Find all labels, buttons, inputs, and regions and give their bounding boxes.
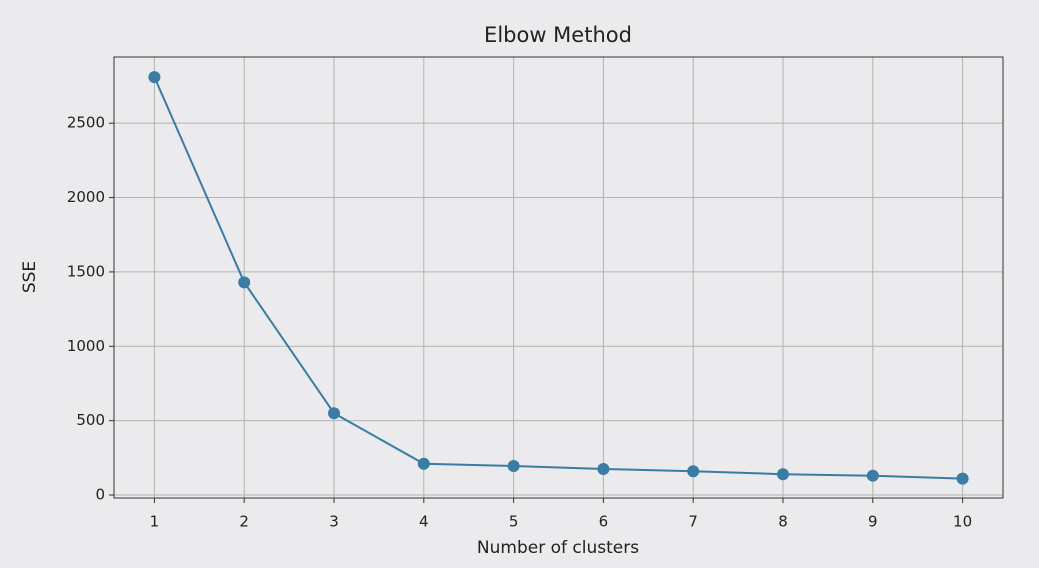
chart-title: Elbow Method — [484, 23, 632, 47]
y-tick-label: 500 — [76, 411, 105, 429]
x-tick-label: 2 — [239, 513, 249, 531]
y-tick-label: 2500 — [67, 114, 105, 132]
data-point — [776, 468, 789, 481]
y-tick-label: 0 — [95, 486, 105, 504]
x-tick-label: 9 — [868, 513, 878, 531]
data-point — [238, 276, 251, 289]
x-tick-label: 10 — [953, 513, 972, 531]
data-point — [687, 465, 700, 478]
x-tick-label: 5 — [509, 513, 519, 531]
y-tick-label: 1000 — [67, 337, 105, 355]
data-point — [956, 472, 969, 485]
data-point — [597, 462, 610, 475]
y-tick-label: 1500 — [67, 262, 105, 280]
x-axis-label: Number of clusters — [477, 538, 639, 558]
y-tick-label: 2000 — [67, 188, 105, 206]
x-tick-label: 7 — [688, 513, 698, 531]
data-point — [866, 469, 879, 482]
y-axis-label: SSE — [20, 261, 40, 293]
plot-frame — [113, 56, 1004, 499]
data-line — [153, 76, 963, 480]
data-point — [417, 457, 430, 470]
x-tick-label: 6 — [599, 513, 609, 531]
x-tick-label: 3 — [329, 513, 339, 531]
x-tick-label: 1 — [150, 513, 160, 531]
data-point — [148, 71, 161, 84]
data-point — [328, 407, 341, 420]
x-tick-label: 4 — [419, 513, 429, 531]
x-tick-label: 8 — [778, 513, 788, 531]
data-point — [507, 460, 520, 473]
